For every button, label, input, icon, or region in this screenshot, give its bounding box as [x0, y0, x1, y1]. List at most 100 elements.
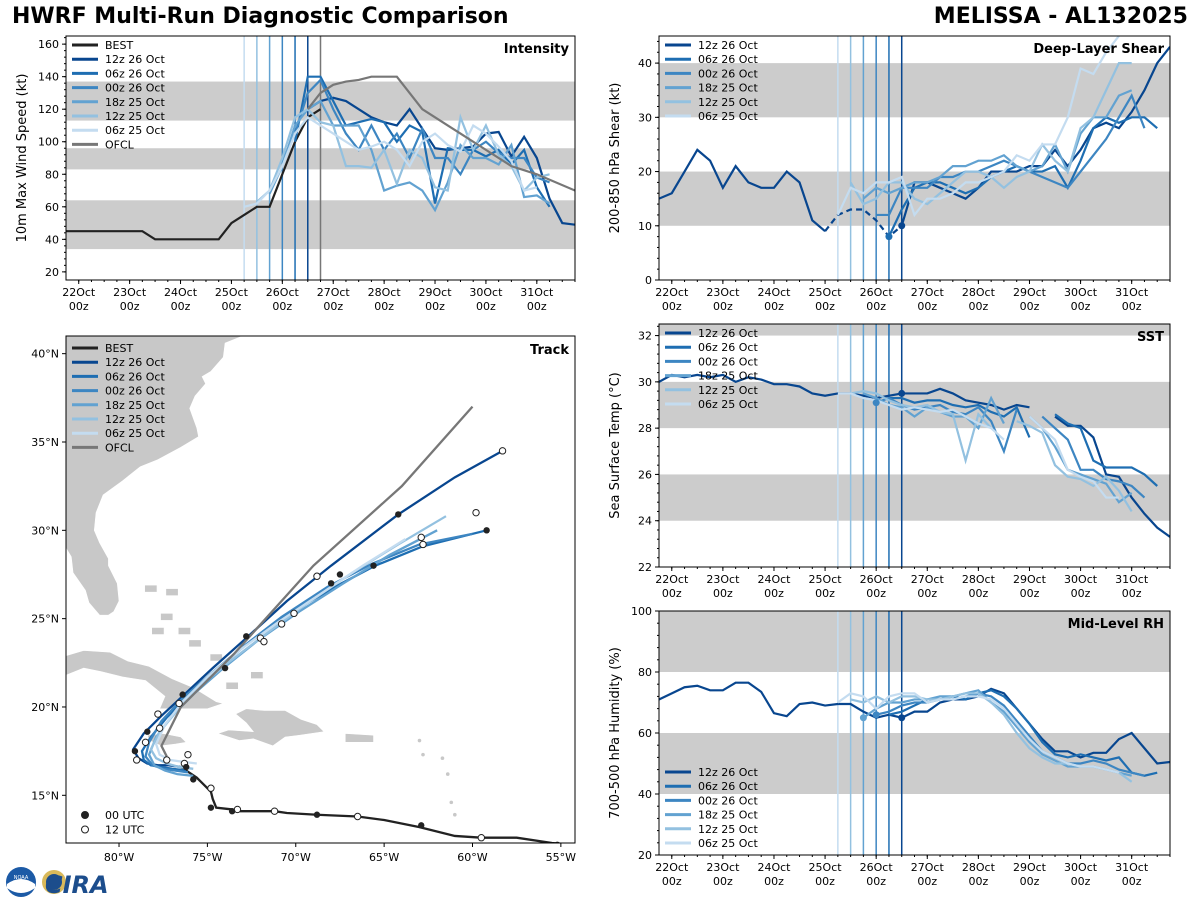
track-xtick-label-5: 55°W — [546, 851, 576, 864]
shear-xtick-sublabel-9: 00z — [1122, 300, 1142, 313]
bahamas-island-3 — [188, 639, 202, 648]
bahamas-island-7 — [225, 681, 239, 690]
intensity-xtick-label-9: 31Oct — [520, 286, 554, 299]
rh-xtick-label-2: 24Oct — [757, 861, 791, 874]
sst-xtick-sublabel-1: 00z — [713, 587, 733, 600]
track-legend-label-0: BEST — [105, 342, 133, 355]
track-point-00utc-10 — [370, 562, 377, 569]
track-point-00utc-4 — [190, 776, 197, 783]
track-point-00utc-11 — [395, 511, 402, 518]
track-legend-label-7: OFCL — [105, 441, 135, 454]
noaa-logo-wave-icon — [7, 879, 35, 893]
track-legend-label-2: 06z 26 Oct — [105, 370, 165, 383]
shear-xtick-label-0: 22Oct — [655, 286, 689, 299]
rh-legend-label-2: 00z 26 Oct — [698, 794, 758, 807]
shear-xtick-sublabel-2: 00z — [764, 300, 784, 313]
rh-xtick-sublabel-3: 00z — [815, 875, 835, 888]
shear-title: Deep-Layer Shear — [1033, 42, 1164, 57]
track-point-12utc-5 — [132, 756, 141, 764]
sst-xtick-sublabel-5: 00z — [917, 587, 937, 600]
track-point-12utc-11 — [313, 572, 321, 580]
lesser-antilles-island-6 — [417, 738, 422, 743]
shear-legend-label-4: 12z 25 Oct — [698, 96, 758, 109]
track-point-00utc-14 — [131, 747, 139, 755]
intensity-xtick-label-0: 22Oct — [62, 286, 96, 299]
track-plot-area — [66, 336, 568, 843]
shear-xtick-label-7: 29Oct — [1013, 286, 1047, 299]
sst-xtick-sublabel-6: 00z — [968, 587, 988, 600]
intensity-xtick-label-4: 26Oct — [266, 286, 300, 299]
sst-xtick-sublabel-2: 00z — [764, 587, 784, 600]
intensity-ytick-label-2: 60 — [45, 201, 59, 214]
shear-ytick-label-1: 10 — [638, 220, 652, 233]
shear-xtick-sublabel-5: 00z — [917, 300, 937, 313]
track-marker-legend-symbol-1 — [81, 825, 89, 834]
sst-xtick-label-7: 29Oct — [1013, 573, 1047, 586]
sst-series-4-seg-1 — [1016, 420, 1133, 513]
intensity-xtick-sublabel-2: 00z — [171, 300, 191, 313]
track-xtick-label-4: 60°W — [457, 851, 487, 864]
rh-xtick-sublabel-5: 00z — [917, 875, 937, 888]
rh-marker-2 — [898, 714, 906, 722]
intensity-xtick-sublabel-9: 00z — [527, 300, 547, 313]
sst-panel: 22242628303222Oct00z23Oct00z24Oct00z25Oc… — [608, 323, 1171, 600]
rh-xtick-label-4: 26Oct — [860, 861, 894, 874]
sst-ytick-label-4: 30 — [638, 376, 652, 389]
track-point-12utc-2 — [270, 807, 279, 815]
shear-ytick-label-0: 0 — [645, 274, 652, 287]
shear-legend-label-5: 06z 25 Oct — [698, 110, 758, 123]
sst-xtick-sublabel-8: 00z — [1071, 587, 1091, 600]
shear-xtick-sublabel-1: 00z — [713, 300, 733, 313]
rh-ytick-label-2: 60 — [638, 727, 652, 740]
shear-xtick-label-9: 31Oct — [1115, 286, 1149, 299]
rh-panel: 2040608010022Oct00z23Oct00z24Oct00z25Oct… — [608, 605, 1171, 888]
intensity-legend-label-1: 12z 26 Oct — [105, 53, 165, 66]
track-point-12utc-20 — [155, 724, 164, 732]
track-xtick-label-1: 75°W — [192, 851, 222, 864]
sst-xtick-label-9: 31Oct — [1115, 573, 1149, 586]
track-point-12utc-10 — [290, 609, 298, 618]
intensity-xtick-sublabel-8: 00z — [476, 300, 496, 313]
bahamas-island-2 — [177, 627, 191, 635]
sst-plot-area — [659, 324, 1170, 567]
sst-series-1-seg-1 — [1054, 413, 1158, 487]
rh-ylabel: 700-500 hPa Humidity (%) — [608, 647, 623, 819]
intensity-legend-label-0: BEST — [105, 39, 133, 52]
intensity-legend-label-5: 12z 25 Oct — [105, 110, 165, 123]
track-point-00utc-7 — [221, 664, 229, 672]
intensity-legend-label-3: 00z 26 Oct — [105, 82, 165, 95]
track-point-00utc-13 — [182, 763, 190, 771]
shear-xtick-label-8: 30Oct — [1064, 286, 1098, 299]
intensity-legend-label-7: OFCL — [105, 138, 135, 151]
rh-xtick-sublabel-6: 00z — [968, 875, 988, 888]
lesser-antilles-island-0 — [440, 756, 445, 761]
sst-series-2-seg-1 — [1041, 415, 1146, 499]
track-point-12utc-4 — [207, 784, 215, 792]
track-ytick-label-2: 25°N — [31, 613, 59, 626]
lesser-antilles-island-1 — [445, 772, 450, 776]
track-legend-label-3: 00z 26 Oct — [105, 385, 165, 398]
rh-xtick-sublabel-9: 00z — [1122, 875, 1142, 888]
intensity-xtick-sublabel-1: 00z — [120, 300, 140, 313]
sst-ytick-label-1: 24 — [638, 515, 652, 528]
sst-marker-0 — [872, 399, 880, 407]
intensity-series-6-seg-0 — [243, 115, 538, 208]
rh-xtick-sublabel-8: 00z — [1071, 875, 1091, 888]
intensity-xtick-label-1: 23Oct — [113, 286, 147, 299]
rh-xtick-label-8: 30Oct — [1064, 861, 1098, 874]
shear-ytick-label-2: 20 — [638, 166, 652, 179]
track-series-0 — [180, 766, 568, 843]
sst-series-1-seg-0 — [888, 396, 1031, 438]
sst-ytick-label-5: 32 — [638, 330, 652, 343]
shear-marker-0 — [885, 233, 893, 241]
track-point-00utc-5 — [144, 728, 151, 735]
sst-ytick-label-0: 22 — [638, 561, 652, 574]
sst-xtick-label-3: 25Oct — [809, 573, 843, 586]
sst-xtick-sublabel-7: 00z — [1020, 587, 1040, 600]
track-point-12utc-7 — [175, 699, 183, 708]
intensity-xtick-sublabel-6: 00z — [374, 300, 394, 313]
track-point-12utc-21 — [277, 620, 286, 628]
sst-legend-label-5: 06z 25 Oct — [698, 398, 758, 411]
